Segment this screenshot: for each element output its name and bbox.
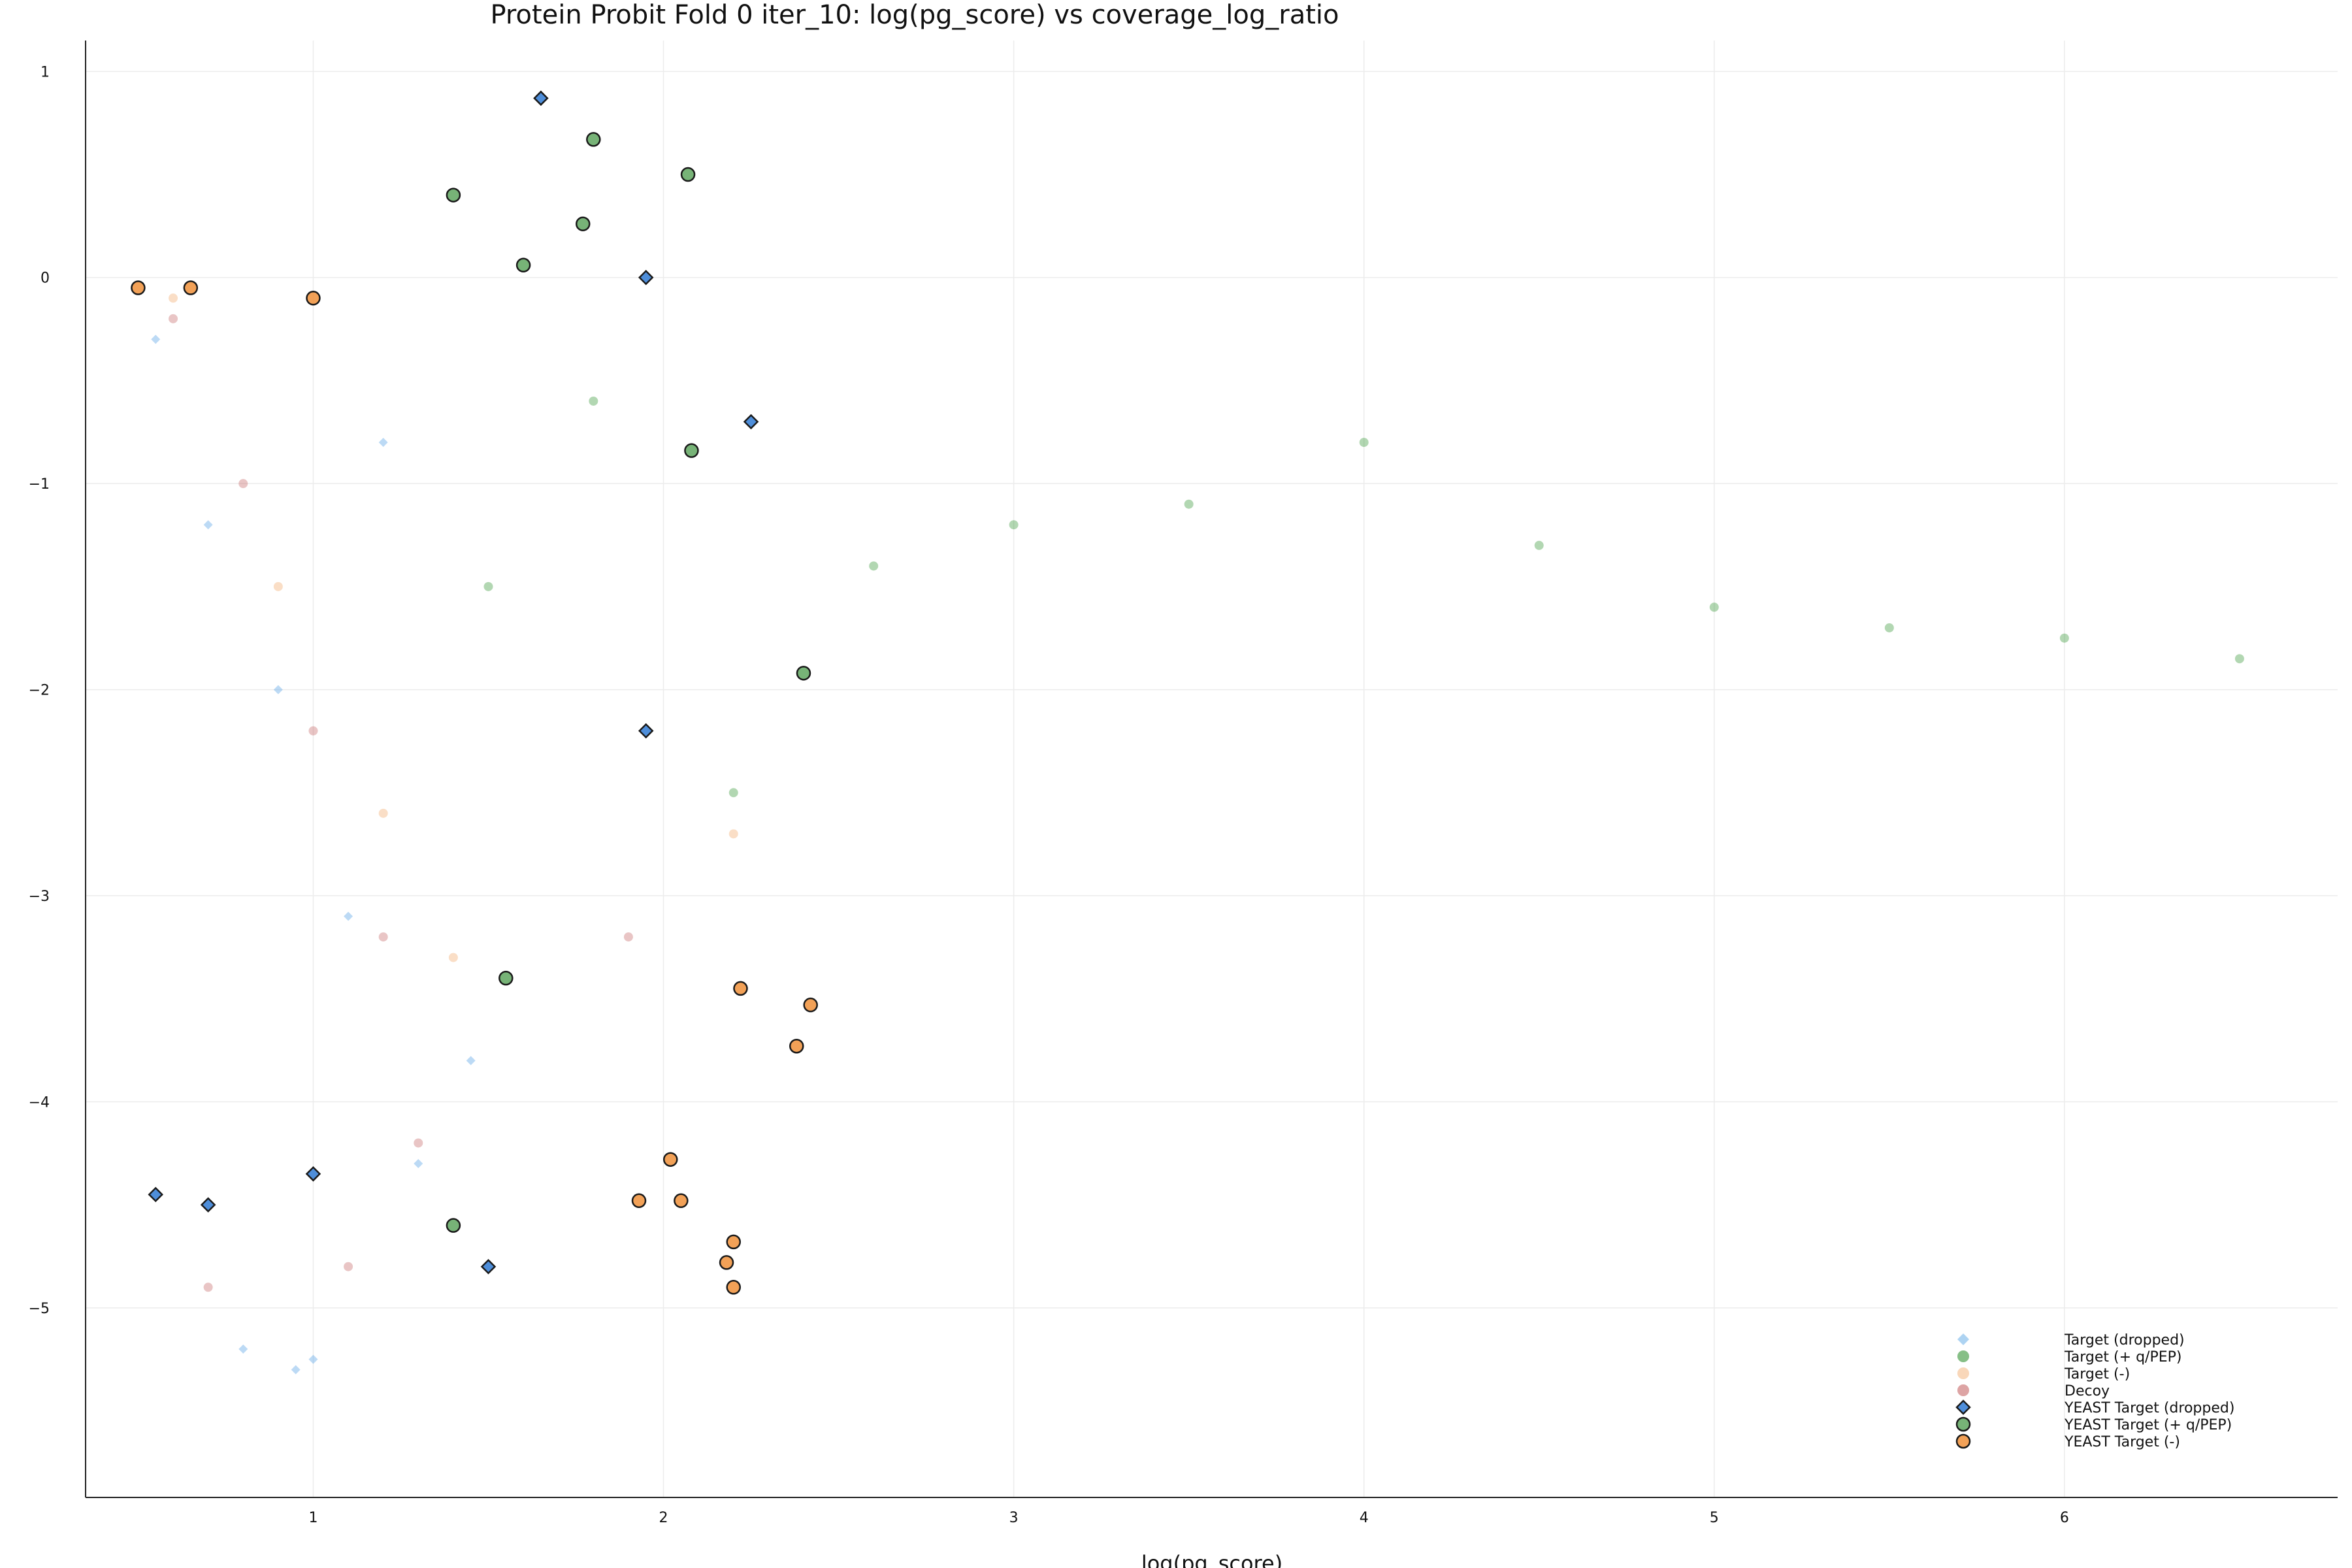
y-tick-label: −4 [29, 1094, 50, 1111]
series-6-point [631, 1193, 647, 1209]
series-6-point [726, 1280, 741, 1295]
series-5-point [796, 666, 811, 681]
legend-marker [1957, 1384, 1969, 1396]
chart-title: Protein Probit Fold 0 iter_10: log(pg_sc… [491, 0, 1339, 30]
series-1-point [1534, 540, 1544, 550]
series-0-point [291, 1365, 301, 1375]
series-0-point [378, 438, 388, 448]
x-tick-label: 1 [308, 1510, 318, 1526]
legend-marker [1955, 1399, 1971, 1415]
series-6-point [719, 1255, 734, 1270]
series-5-point [515, 257, 531, 273]
series-1-point [589, 396, 598, 406]
series-0-point [203, 520, 213, 530]
x-tick-label: 2 [659, 1510, 668, 1526]
series-1-point [483, 581, 493, 591]
series-1-point [1184, 499, 1194, 509]
series-0-point [273, 685, 283, 694]
series-6-point [674, 1193, 689, 1209]
y-tick-label: 1 [41, 64, 50, 80]
series-4-point [743, 414, 759, 430]
grid-lines [86, 41, 2338, 1497]
series-3-point [623, 932, 633, 942]
legend-entry: Target (-) [2064, 1366, 2130, 1382]
series-4-point [480, 1258, 497, 1275]
series-6-point [789, 1038, 804, 1054]
legend-entry: Target (dropped) [2064, 1332, 2185, 1348]
series-5-point [498, 970, 514, 986]
series-1-point [1884, 623, 1894, 632]
series-2-point [378, 808, 388, 818]
series-1-point [1359, 438, 1369, 448]
series-5-point [680, 167, 696, 182]
series-1-point [1009, 520, 1019, 530]
x-tick-label: 4 [1360, 1510, 1369, 1526]
series-6-point [183, 280, 199, 295]
series-5-point [575, 216, 591, 231]
series-5-point [446, 1218, 461, 1233]
series-2-point [448, 953, 458, 962]
series-3-point [308, 726, 318, 736]
y-tick-label: −3 [29, 889, 50, 905]
series-4-point [200, 1197, 216, 1213]
x-tick-label: 3 [1009, 1510, 1019, 1526]
series-1-point [869, 561, 879, 571]
series-5-point [684, 443, 699, 458]
series-3-point [378, 932, 388, 942]
series-4-point [638, 269, 654, 286]
series-0-point [238, 1344, 248, 1354]
series-0-point [308, 1354, 318, 1364]
series-4-point [533, 90, 549, 106]
series-0-point [414, 1159, 423, 1169]
series-6-point [803, 997, 818, 1013]
axes [85, 41, 2338, 1498]
legend-entry: YEAST Target (+ q/PEP) [2064, 1417, 2232, 1433]
legend-marker [1957, 1350, 1969, 1362]
series-2-point [273, 581, 283, 591]
series-1-point [1709, 602, 1719, 612]
legend-entry: Decoy [2065, 1383, 2110, 1399]
series-3-point [203, 1282, 213, 1292]
legend-marker [1955, 1416, 1971, 1432]
legend-marker [1955, 1433, 1971, 1449]
series-3-point [238, 479, 248, 489]
series-6-point [663, 1152, 678, 1167]
series-1-point [728, 788, 738, 798]
series-3-point [344, 1262, 353, 1271]
data-points [131, 90, 2244, 1375]
series-1-point [2059, 633, 2069, 643]
tick-labels: 1 2 3 4 5 6 1 0 −1 −2 −3 −4 −5 [29, 64, 2069, 1526]
x-axis-label: log(pg_score) [1141, 1551, 1282, 1568]
legend: Target (dropped)Target (+ q/PEP)Target (… [1955, 1332, 2234, 1450]
legend-entry: YEAST Target (dropped) [2064, 1400, 2234, 1416]
series-6-point [306, 291, 321, 306]
y-tick-label: −1 [29, 476, 50, 493]
legend-marker [1957, 1367, 1969, 1379]
series-3-point [169, 314, 178, 323]
series-0-point [344, 911, 353, 921]
x-tick-label: 5 [1710, 1510, 1719, 1526]
y-tick-label: −2 [29, 683, 50, 699]
series-4-point [148, 1186, 163, 1203]
series-6-point [131, 280, 146, 295]
x-tick-label: 6 [2060, 1510, 2069, 1526]
series-1-point [2234, 654, 2244, 664]
legend-marker [1957, 1333, 1969, 1345]
legend-entry: YEAST Target (-) [2064, 1434, 2180, 1450]
series-4-point [305, 1166, 321, 1182]
series-2-point [169, 293, 178, 303]
y-tick-label: −5 [29, 1301, 50, 1317]
series-0-point [151, 335, 161, 344]
legend-entry: Target (+ q/PEP) [2064, 1349, 2181, 1365]
series-5-point [446, 188, 461, 203]
series-4-point [638, 723, 654, 739]
y-tick-label: 0 [41, 270, 50, 287]
series-0-point [466, 1056, 476, 1066]
series-2-point [728, 829, 738, 839]
series-6-point [726, 1234, 741, 1250]
series-5-point [586, 132, 601, 147]
series-3-point [414, 1138, 423, 1148]
series-6-point [733, 981, 748, 996]
